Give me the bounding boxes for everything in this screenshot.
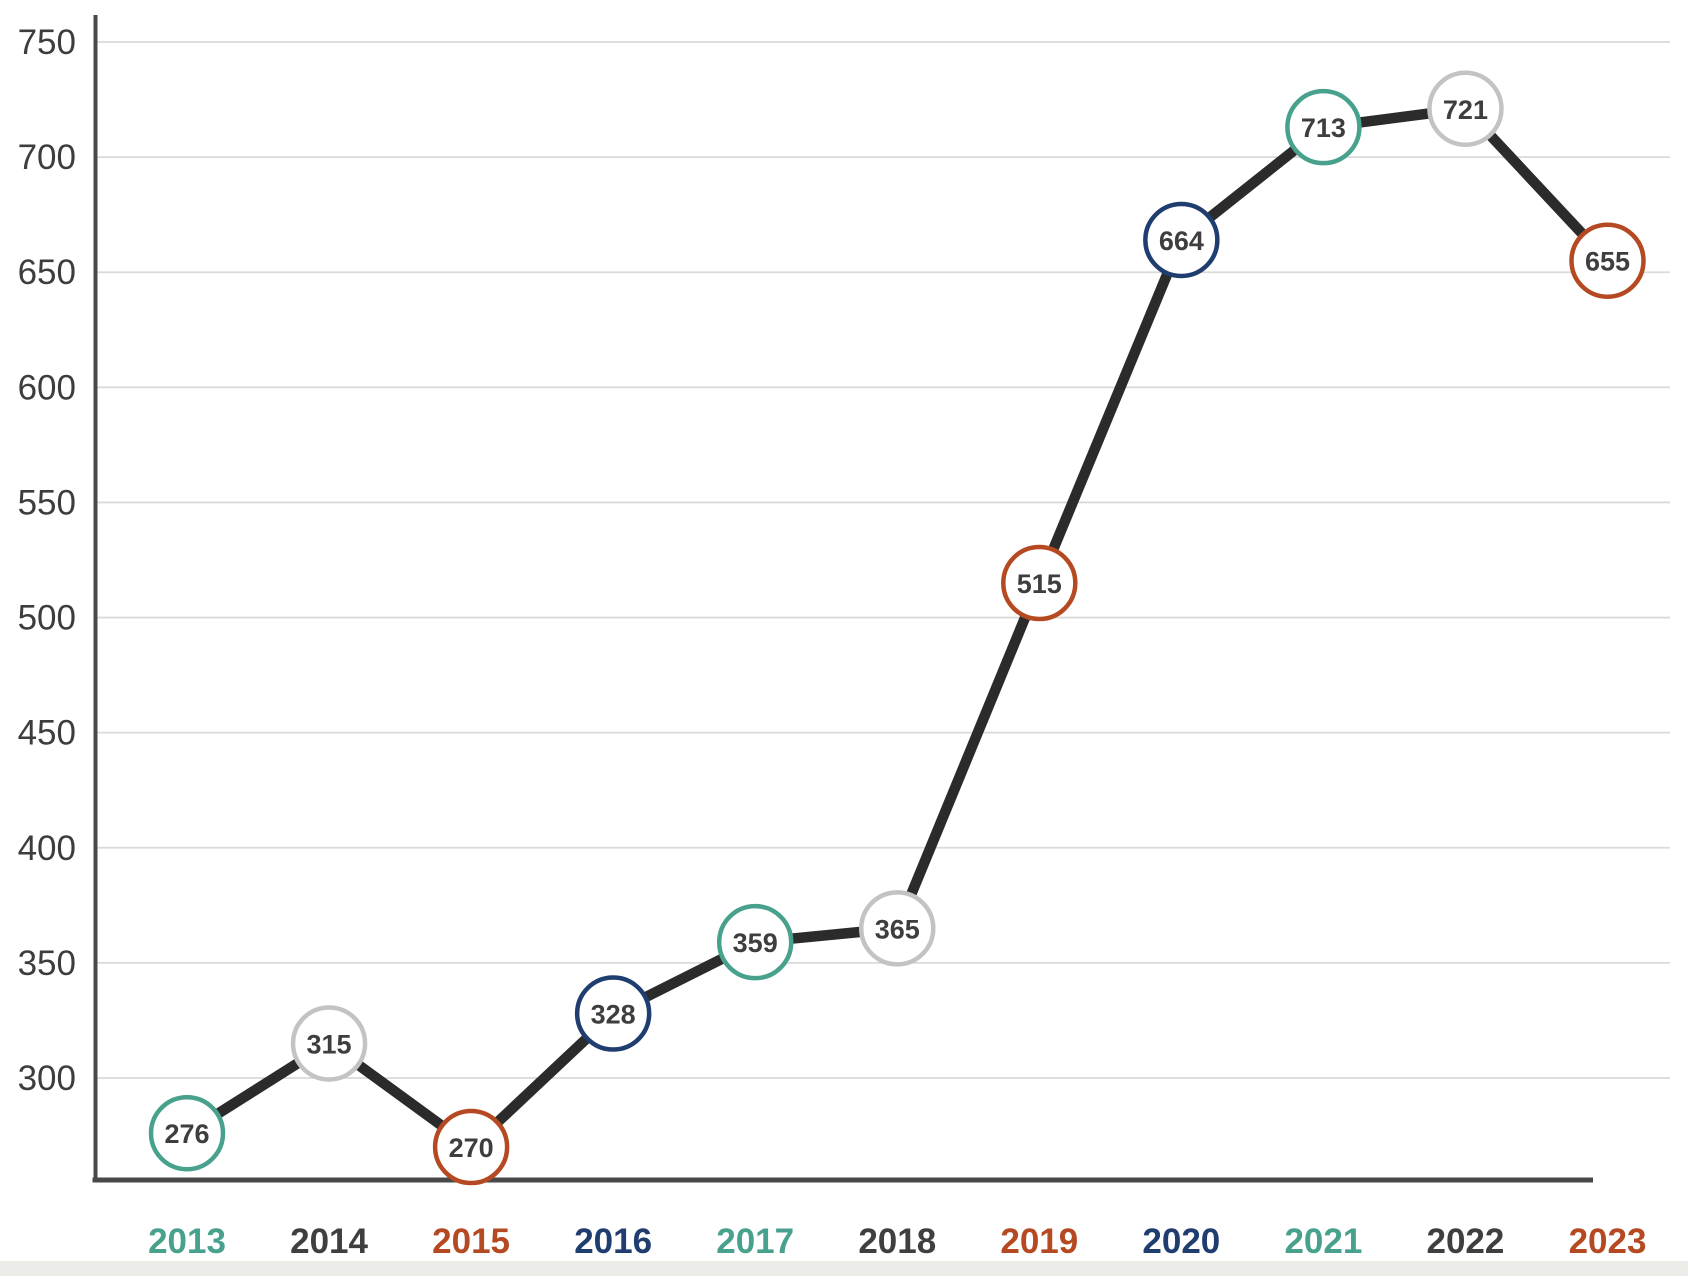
y-tick-label: 550 — [18, 483, 76, 522]
x-tick-label: 2022 — [1427, 1222, 1505, 1261]
trend-line — [181, 103, 1613, 1153]
data-point-value: 365 — [875, 914, 920, 944]
y-tick-label: 450 — [18, 714, 76, 753]
data-point-value: 276 — [164, 1119, 209, 1149]
data-point-circle — [1001, 544, 1078, 622]
data-point-circle — [574, 975, 652, 1052]
data-point-value: 713 — [1301, 113, 1346, 143]
data-point-value: 515 — [1017, 569, 1062, 599]
data-point-value: 270 — [449, 1133, 494, 1163]
y-tick-label: 300 — [18, 1059, 76, 1098]
data-point-circle — [432, 1108, 510, 1186]
data-point-circle — [290, 1005, 368, 1082]
x-tick-label: 2023 — [1569, 1222, 1647, 1261]
x-tick-label: 2016 — [574, 1222, 652, 1261]
data-point-circle — [859, 890, 936, 967]
y-tick-label: 650 — [18, 253, 76, 292]
x-tick-label: 2021 — [1284, 1222, 1362, 1261]
y-tick-label: 500 — [18, 599, 76, 638]
data-point-circle — [716, 903, 794, 981]
data-point-circle — [1285, 88, 1362, 166]
y-tick-label: 400 — [18, 829, 76, 868]
x-tick-label: 2020 — [1142, 1222, 1220, 1261]
data-point-value: 664 — [1159, 226, 1204, 256]
x-tick-label: 2015 — [432, 1222, 510, 1261]
data-point-value: 655 — [1585, 247, 1630, 277]
data-point-circle — [1569, 222, 1646, 299]
data-point-value: 359 — [733, 928, 778, 958]
data-point-value: 328 — [591, 1000, 636, 1030]
data-point-value: 721 — [1443, 95, 1488, 125]
x-tick-label: 2018 — [858, 1222, 936, 1261]
x-tick-label: 2013 — [148, 1222, 226, 1261]
x-tick-label: 2019 — [1000, 1222, 1078, 1261]
data-point-circle — [1143, 201, 1220, 279]
data-point-value: 315 — [307, 1029, 352, 1059]
x-tick-label: 2014 — [290, 1222, 368, 1261]
data-point-circle — [148, 1094, 226, 1172]
y-tick-label: 750 — [18, 23, 76, 62]
y-tick-label: 700 — [18, 138, 76, 177]
page-bottom-edge — [0, 1261, 1688, 1276]
data-point-circle — [1427, 70, 1504, 148]
x-tick-label: 2017 — [716, 1222, 794, 1261]
y-tick-label: 600 — [18, 368, 76, 407]
y-tick-label: 350 — [18, 944, 76, 983]
